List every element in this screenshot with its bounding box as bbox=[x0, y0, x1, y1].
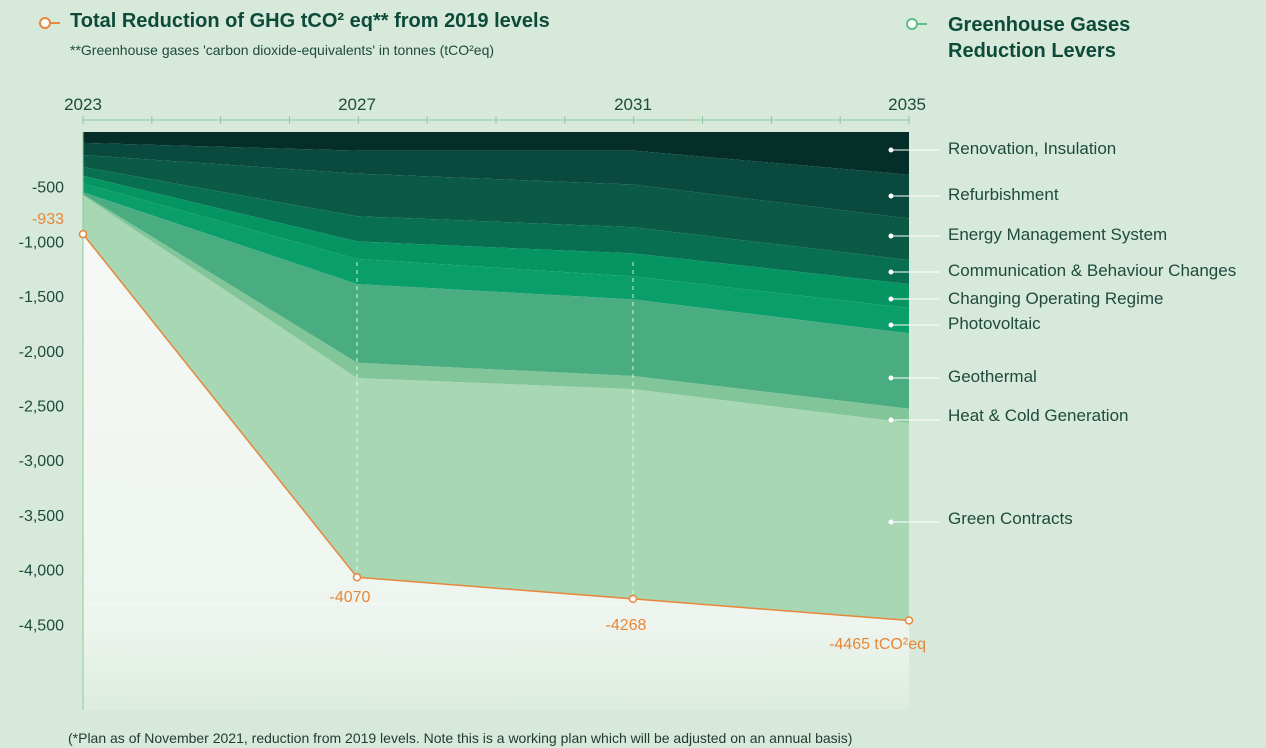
total-value-label: -4465 tCO²eq bbox=[829, 636, 926, 653]
total-value-label: -933 bbox=[32, 211, 64, 228]
x-tick-label: 2031 bbox=[614, 95, 652, 114]
lever-dot bbox=[888, 296, 894, 302]
lever-dot bbox=[888, 233, 894, 239]
title-marker-icon bbox=[39, 17, 60, 29]
area-4 bbox=[83, 167, 909, 285]
stacked-areas bbox=[83, 132, 909, 621]
lever-label: Photovoltaic bbox=[948, 314, 1041, 333]
y-tick-label: -3,000 bbox=[19, 453, 64, 470]
y-tick-label: -2,500 bbox=[19, 399, 64, 416]
y-tick-label: -2,000 bbox=[19, 344, 64, 361]
total-point bbox=[628, 594, 638, 604]
lever-label: Green Contracts bbox=[948, 509, 1073, 528]
lever-dot bbox=[888, 322, 894, 328]
area-6 bbox=[83, 183, 909, 334]
total-point bbox=[352, 573, 362, 582]
legend-marker-icon bbox=[906, 18, 927, 30]
area-5 bbox=[83, 175, 909, 309]
area-1 bbox=[83, 132, 909, 175]
area-7 bbox=[83, 192, 909, 409]
chart-subtitle: **Greenhouse gases 'carbon dioxide-equiv… bbox=[70, 42, 495, 58]
area-8 bbox=[83, 194, 909, 423]
lever-dot bbox=[888, 269, 894, 275]
chart-title: Total Reduction of GHG tCO² eq** from 20… bbox=[70, 10, 550, 32]
lever-dot bbox=[888, 417, 894, 423]
axes: 2023 2027 2031 2035 -500 -1,000 -1,500 -2,000 -2… bbox=[19, 95, 926, 710]
x-tick-label: 2027 bbox=[338, 95, 376, 114]
lever-label: Communication & Behaviour Changes bbox=[948, 261, 1237, 280]
y-tick-label: -1,000 bbox=[19, 234, 64, 251]
lever-dot bbox=[888, 193, 894, 199]
lever-label: Refurbishment bbox=[948, 185, 1059, 204]
y-tick-label: -3,500 bbox=[19, 508, 64, 525]
total-value-label: -4070 bbox=[330, 589, 371, 606]
area-9 bbox=[83, 195, 909, 621]
y-tick-label: -4,000 bbox=[19, 563, 64, 580]
total-point bbox=[78, 229, 88, 239]
x-tick-label: 2023 bbox=[64, 95, 102, 114]
lever-dot bbox=[888, 147, 894, 153]
total-line-path bbox=[82, 233, 910, 622]
lever-label: Geothermal bbox=[948, 367, 1037, 386]
lever-dot bbox=[888, 375, 894, 381]
legend-title: Greenhouse Gases Reduction Levers bbox=[948, 14, 1131, 62]
total-reduction-line: -933 -4070 -4268 -4465 tCO²eq bbox=[32, 211, 926, 653]
lever-dots bbox=[888, 147, 940, 525]
area-2 bbox=[83, 142, 909, 219]
y-tick-label: -500 bbox=[32, 180, 64, 197]
total-value-label: -4268 bbox=[606, 617, 647, 634]
lever-dot bbox=[888, 519, 894, 525]
lever-label: Changing Operating Regime bbox=[948, 289, 1164, 308]
lever-label: Heat & Cold Generation bbox=[948, 406, 1129, 425]
lever-label: Energy Management System bbox=[948, 225, 1168, 244]
footnote: (*Plan as of November 2021, reduction fr… bbox=[68, 730, 853, 746]
total-point bbox=[904, 616, 914, 625]
guide-lines bbox=[83, 262, 634, 605]
y-tick-label: -1,500 bbox=[19, 289, 64, 306]
y-tick-label: -4,500 bbox=[19, 617, 64, 634]
x-tick-label: 2035 bbox=[888, 95, 926, 114]
lever-label: Renovation, Insulation bbox=[948, 139, 1117, 158]
area-3 bbox=[83, 155, 909, 260]
